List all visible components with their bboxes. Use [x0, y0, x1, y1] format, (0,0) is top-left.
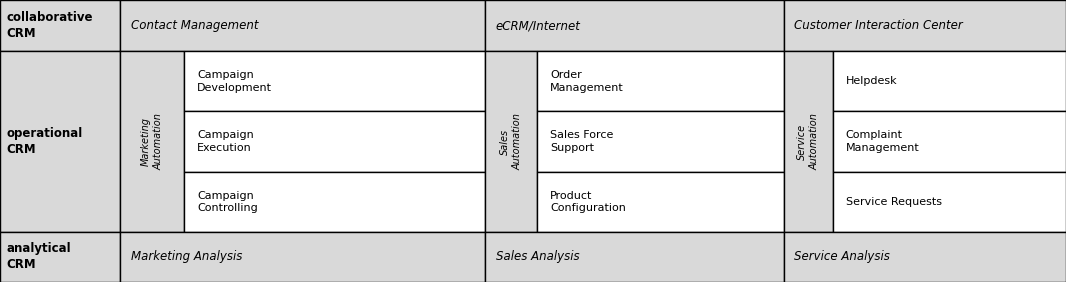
Bar [537, 51, 784, 111]
Text: Helpdesk: Helpdesk [845, 76, 898, 86]
Text: Product
Configuration: Product Configuration [550, 191, 626, 213]
Text: Contact Management: Contact Management [131, 19, 259, 32]
Bar [784, 0, 1066, 51]
Text: Service
Automation: Service Automation [797, 113, 820, 170]
Bar [0, 232, 120, 282]
Bar [0, 51, 120, 232]
Text: Order
Management: Order Management [550, 70, 624, 92]
Text: Sales
Automation: Sales Automation [500, 113, 522, 170]
Bar [784, 51, 833, 232]
Text: Campaign
Development: Campaign Development [197, 70, 272, 92]
Bar [537, 111, 784, 172]
Bar [485, 232, 784, 282]
Bar [485, 51, 537, 232]
Bar [120, 0, 485, 51]
Bar [120, 232, 485, 282]
Bar [120, 51, 184, 232]
Text: Campaign
Execution: Campaign Execution [197, 130, 254, 153]
Bar [537, 172, 784, 232]
Text: Customer Interaction Center: Customer Interaction Center [794, 19, 963, 32]
Bar [0, 0, 120, 51]
Text: operational
CRM: operational CRM [6, 127, 83, 156]
Text: Marketing
Automation: Marketing Automation [141, 113, 163, 170]
Bar [485, 0, 784, 51]
Text: analytical
CRM: analytical CRM [6, 243, 71, 271]
Bar [184, 111, 485, 172]
Text: Sales Analysis: Sales Analysis [496, 250, 579, 263]
Bar [184, 172, 485, 232]
Bar [833, 51, 1066, 111]
Text: Service Analysis: Service Analysis [794, 250, 890, 263]
Text: eCRM/Internet: eCRM/Internet [496, 19, 581, 32]
Bar [784, 232, 1066, 282]
Text: Sales Force
Support: Sales Force Support [550, 130, 613, 153]
Bar [184, 51, 485, 111]
Text: Campaign
Controlling: Campaign Controlling [197, 191, 258, 213]
Text: Complaint
Management: Complaint Management [845, 130, 920, 153]
Text: Marketing Analysis: Marketing Analysis [131, 250, 242, 263]
Text: Service Requests: Service Requests [845, 197, 941, 207]
Bar [833, 111, 1066, 172]
Bar [833, 172, 1066, 232]
Text: collaborative
CRM: collaborative CRM [6, 11, 93, 40]
